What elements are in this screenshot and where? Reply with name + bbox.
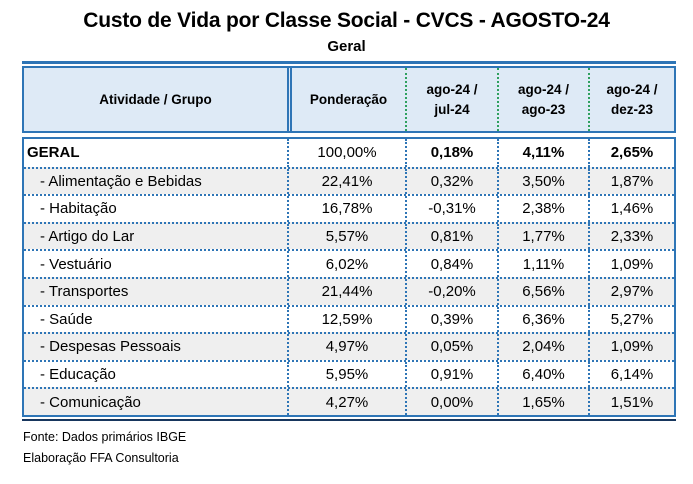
activity-cell: - Comunicação	[40, 393, 141, 411]
ago24-jul24-cell: 0,32%	[405, 168, 497, 195]
ago24-dez23-cell: 1,09%	[588, 334, 674, 360]
ago24-dez23-cell: 2,33%	[588, 223, 674, 250]
ago24-ago23-cell: 2,38%	[497, 196, 588, 222]
ponderacao-cell: 100,00%	[287, 139, 405, 167]
activity-cell: - Habitação	[40, 200, 117, 218]
ago24-ago23-cell: 4,11%	[497, 139, 588, 167]
ago24-ago23-cell: 3,50%	[497, 168, 588, 195]
header-ago24-jul24: ago-24 / jul-24	[405, 68, 497, 131]
activity-cell: - Vestuário	[40, 255, 112, 273]
ago24-jul24-cell: -0,31%	[405, 196, 497, 222]
table-row: - Transportes 21,44% -0,20% 6,56% 2,97%	[24, 276, 674, 305]
ago24-ago23-cell: 1,11%	[497, 251, 588, 277]
ponderacao-cell: 5,57%	[287, 223, 405, 250]
page-title: Custo de Vida por Classe Social - CVCS -…	[83, 9, 610, 32]
ago24-dez23-cell: 5,27%	[588, 306, 674, 333]
ago24-ago23-cell: 6,40%	[497, 361, 588, 388]
ponderacao-cell: 4,27%	[287, 389, 405, 415]
ago24-jul24-cell: -0,20%	[405, 278, 497, 305]
ponderacao-cell: 22,41%	[287, 168, 405, 195]
ago24-jul24-cell: 0,05%	[405, 334, 497, 360]
cost-of-living-table: Atividade / Grupo Ponderação ago-24 / ju…	[22, 61, 676, 421]
table-header-row: Atividade / Grupo Ponderação ago-24 / ju…	[22, 66, 676, 133]
ago24-dez23-cell: 1,46%	[588, 196, 674, 222]
table-row-total: GERAL 100,00% 0,18% 4,11% 2,65%	[24, 139, 674, 167]
footer-elaboration: Elaboração FFA Consultoria	[23, 450, 179, 465]
ago24-ago23-cell: 6,56%	[497, 278, 588, 305]
table-body: GERAL 100,00% 0,18% 4,11% 2,65% - Alimentação…	[22, 137, 676, 417]
activity-cell: - Alimentação e Bebidas	[40, 172, 202, 190]
ago24-ago23-cell: 6,36%	[497, 306, 588, 333]
ponderacao-cell: 16,78%	[287, 196, 405, 222]
page-subtitle: Geral	[327, 38, 366, 55]
activity-cell: - Saúde	[40, 310, 93, 328]
footer: Fonte: Dados primários IBGE Elaboração F…	[23, 429, 693, 467]
table-row: - Artigo do Lar 5,57% 0,81% 1,77% 2,33%	[24, 221, 674, 250]
activity-cell: - Despesas Pessoais	[40, 338, 181, 356]
table-row: - Saúde 12,59% 0,39% 6,36% 5,27%	[24, 304, 674, 333]
ago24-jul24-cell: 0,18%	[405, 139, 497, 167]
ponderacao-cell: 12,59%	[287, 306, 405, 333]
ago24-dez23-cell: 1,87%	[588, 168, 674, 195]
activity-cell: GERAL	[27, 144, 80, 162]
header-ago24-ago23: ago-24 / ago-23	[497, 68, 588, 131]
table-row: - Habitação 16,78% -0,31% 2,38% 1,46%	[24, 194, 674, 222]
table-row: - Vestuário 6,02% 0,84% 1,11% 1,09%	[24, 249, 674, 277]
activity-cell: - Educação	[40, 366, 116, 384]
header-ponderacao: Ponderação	[287, 68, 405, 131]
table-bottom-rule	[22, 418, 676, 421]
activity-cell: - Artigo do Lar	[40, 228, 135, 246]
table-top-rule	[22, 61, 676, 64]
ago24-ago23-cell: 1,65%	[497, 389, 588, 415]
footer-source: Fonte: Dados primários IBGE	[23, 429, 187, 444]
activity-cell: - Transportes	[40, 283, 129, 301]
ago24-jul24-cell: 0,81%	[405, 223, 497, 250]
table-row: - Comunicação 4,27% 0,00% 1,65% 1,51%	[24, 387, 674, 415]
ponderacao-cell: 6,02%	[287, 251, 405, 277]
ponderacao-cell: 21,44%	[287, 278, 405, 305]
ago24-jul24-cell: 0,39%	[405, 306, 497, 333]
header-activity-group: Atividade / Grupo	[99, 91, 212, 107]
table-row: - Educação 5,95% 0,91% 6,40% 6,14%	[24, 359, 674, 388]
ago24-ago23-cell: 2,04%	[497, 334, 588, 360]
ago24-dez23-cell: 1,51%	[588, 389, 674, 415]
ago24-dez23-cell: 2,65%	[588, 139, 674, 167]
table-row: - Despesas Pessoais 4,97% 0,05% 2,04% 1,09%	[24, 332, 674, 360]
ago24-ago23-cell: 1,77%	[497, 223, 588, 250]
ponderacao-cell: 5,95%	[287, 361, 405, 388]
ago24-jul24-cell: 0,00%	[405, 389, 497, 415]
ago24-jul24-cell: 0,84%	[405, 251, 497, 277]
ago24-dez23-cell: 6,14%	[588, 361, 674, 388]
ago24-dez23-cell: 2,97%	[588, 278, 674, 305]
ago24-dez23-cell: 1,09%	[588, 251, 674, 277]
ponderacao-cell: 4,97%	[287, 334, 405, 360]
header-ago24-dez23: ago-24 / dez-23	[588, 68, 674, 131]
ago24-jul24-cell: 0,91%	[405, 361, 497, 388]
table-row: - Alimentação e Bebidas 22,41% 0,32% 3,50% 1…	[24, 166, 674, 195]
